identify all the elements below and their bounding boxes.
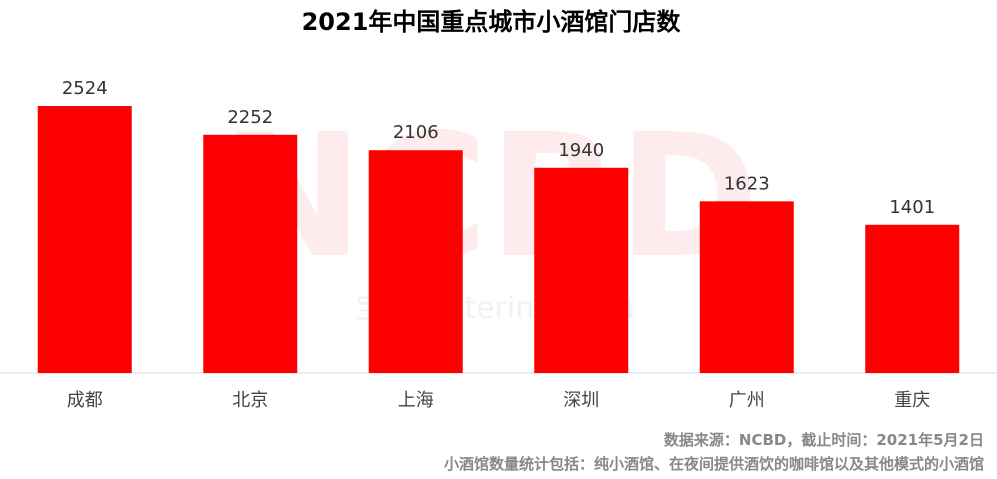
bar bbox=[865, 224, 960, 373]
bar bbox=[203, 134, 298, 373]
bar bbox=[37, 106, 132, 373]
bars-group bbox=[37, 106, 960, 373]
category-label: 成都 bbox=[67, 390, 103, 411]
bar bbox=[699, 201, 794, 373]
chart-title: 2021年中国重点城市小酒馆门店数 bbox=[302, 8, 682, 36]
bar bbox=[368, 150, 463, 373]
bar bbox=[534, 167, 629, 373]
category-label: 深圳 bbox=[563, 390, 599, 411]
value-label: 2524 bbox=[62, 78, 108, 99]
category-labels-group: 成都 北京 上海 深圳 广州 重庆 bbox=[67, 390, 931, 411]
category-label: 广州 bbox=[729, 390, 765, 411]
value-labels-group: 2524 2252 2106 1940 1623 1401 bbox=[62, 78, 935, 218]
value-label: 2106 bbox=[393, 122, 439, 143]
category-label: 上海 bbox=[398, 390, 434, 411]
value-label: 1940 bbox=[558, 140, 604, 161]
value-label: 2252 bbox=[227, 107, 273, 128]
definition-note: 小酒馆数量统计包括：纯小酒馆、在夜间提供酒饮的咖啡馆以及其他模式的小酒馆 bbox=[444, 455, 984, 473]
watermark-logo: NCBD bbox=[221, 98, 759, 296]
category-label: 北京 bbox=[232, 390, 268, 411]
value-label: 1401 bbox=[889, 197, 935, 218]
value-label: 1623 bbox=[724, 173, 770, 194]
category-label: 重庆 bbox=[894, 390, 930, 411]
source-note: 数据来源：NCBD，截止时间：2021年5月2日 bbox=[664, 431, 984, 449]
